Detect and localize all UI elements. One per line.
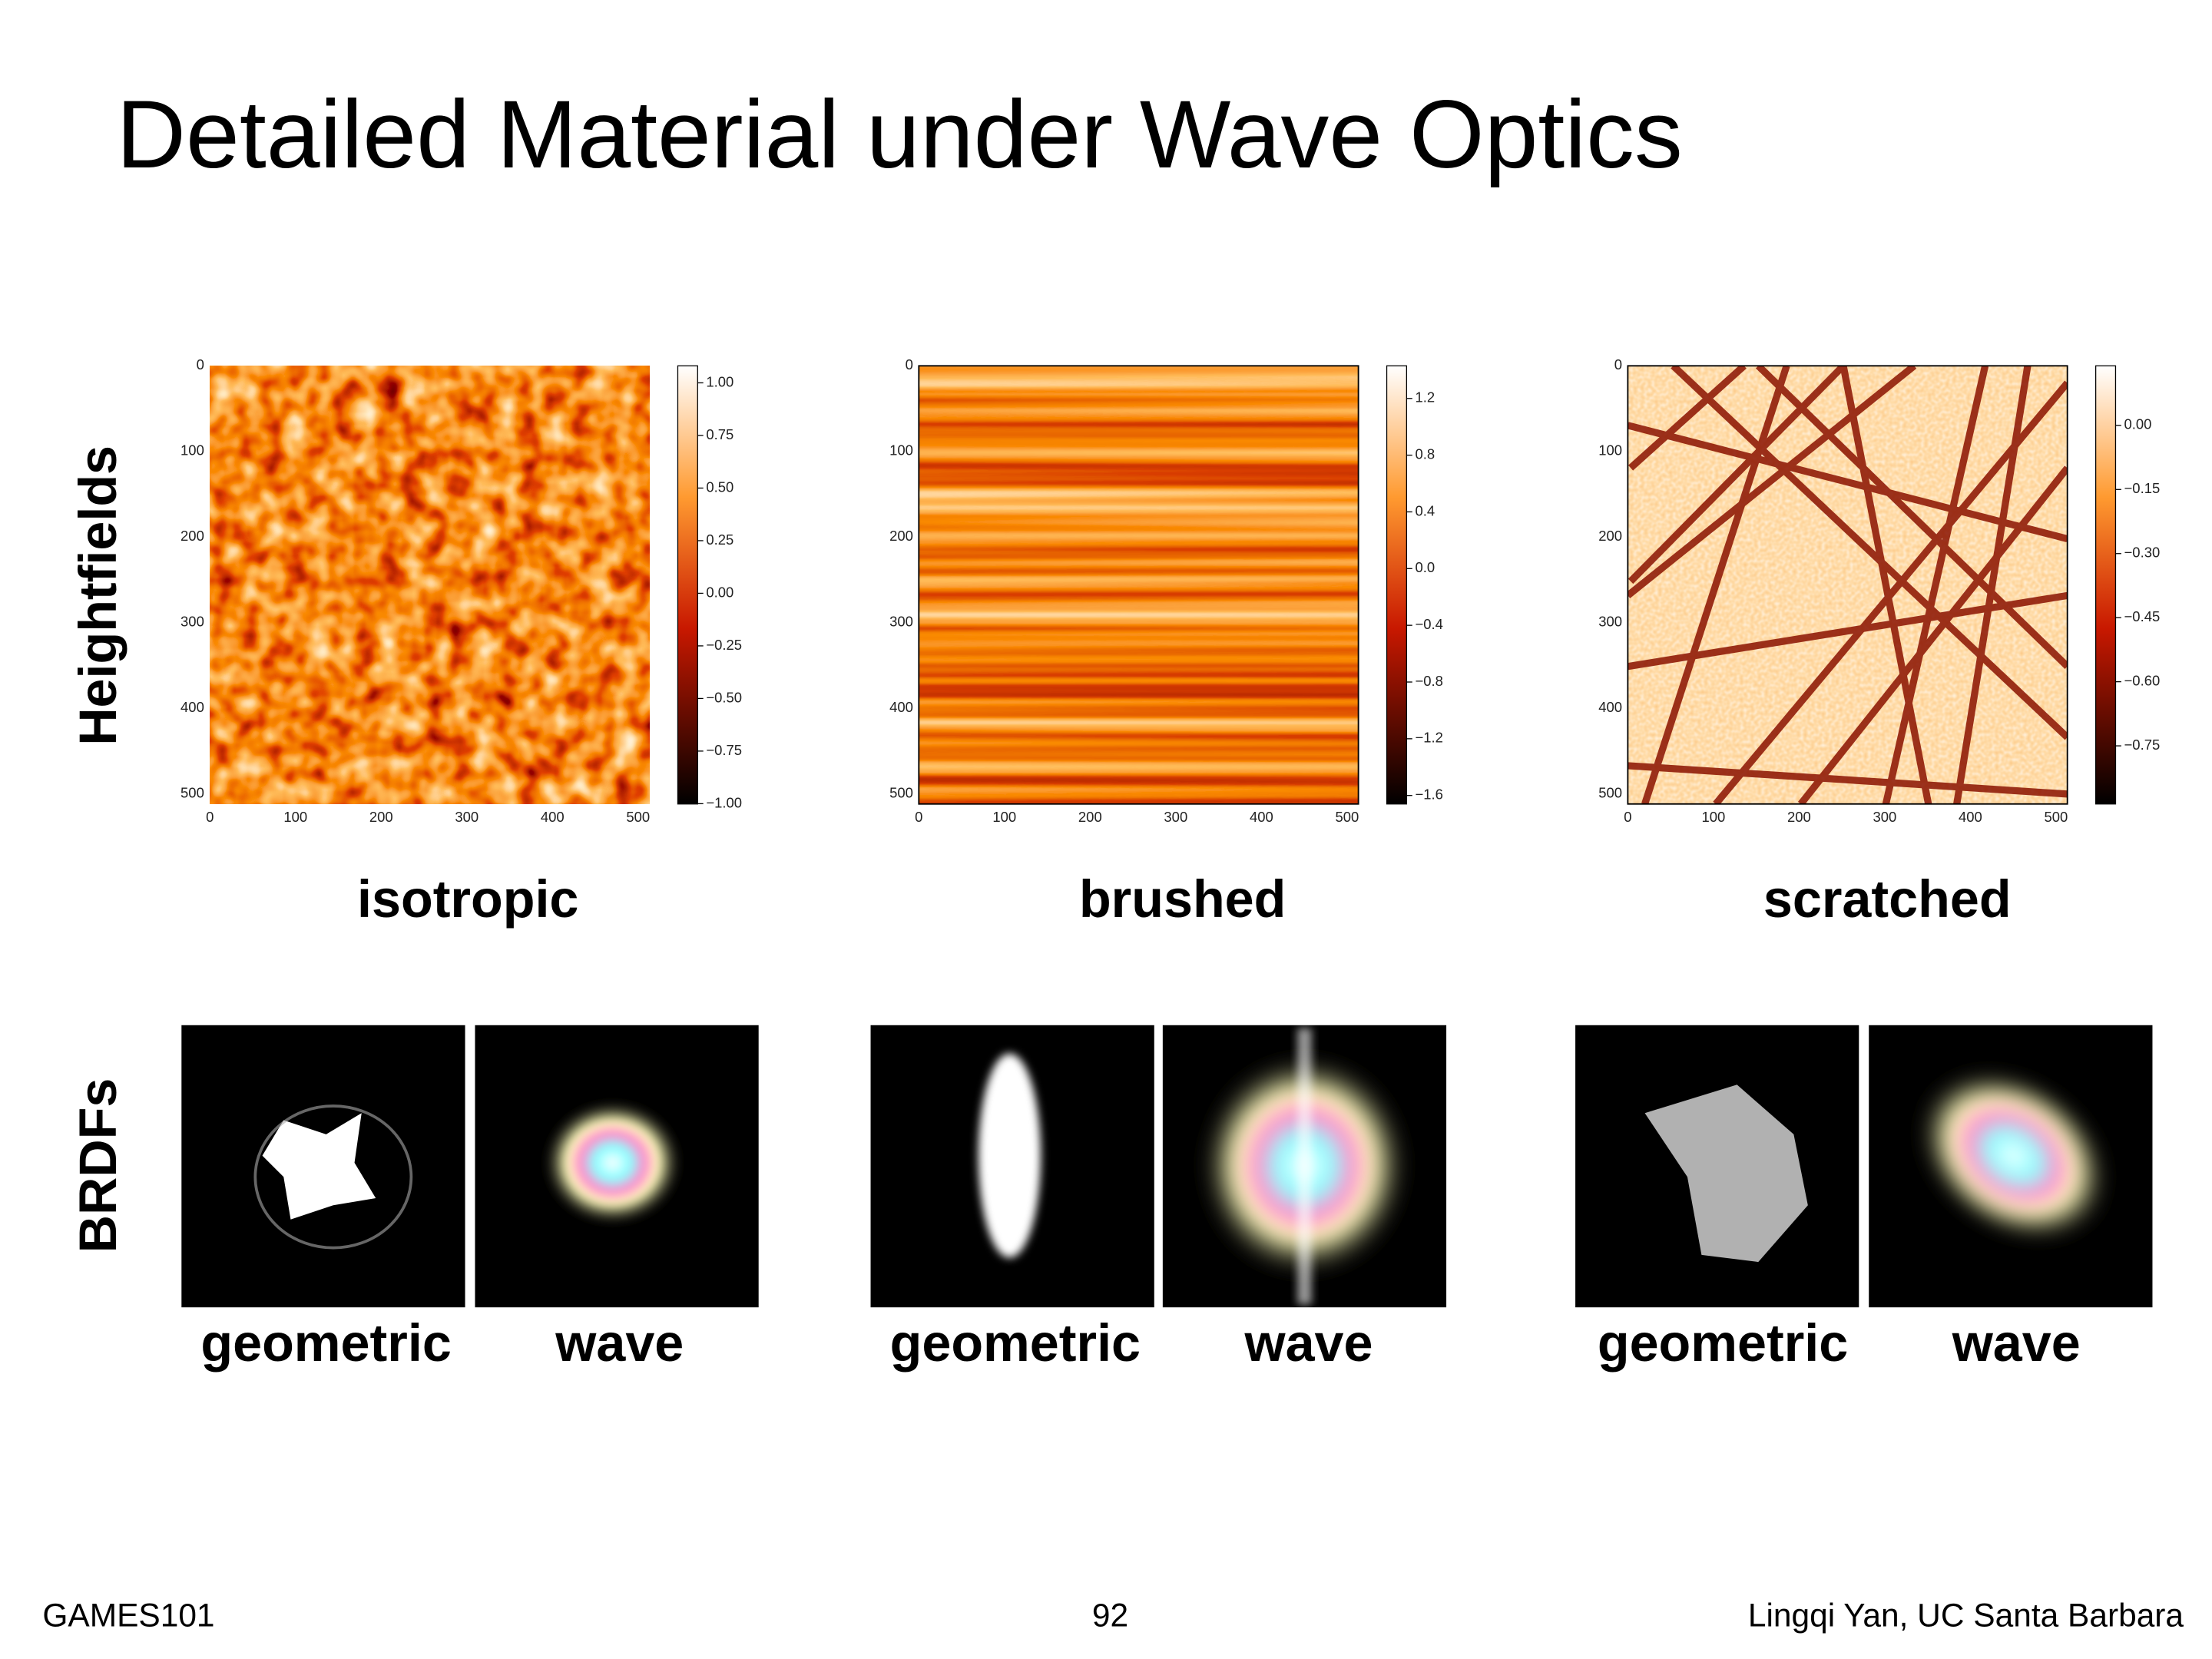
- colorbar: [2094, 365, 2117, 805]
- y-tick-label: 400: [1598, 699, 1622, 715]
- image-frame: [1627, 365, 2068, 805]
- colorbar-tick-label: −1.2: [1415, 730, 1442, 746]
- y-tick-label: 300: [180, 614, 204, 630]
- y-tick-label: 0: [1614, 356, 1622, 373]
- colorbar-tick-label: −0.60: [2124, 673, 2161, 689]
- x-tick-label: 400: [541, 809, 565, 825]
- colorbar-tick-label: −0.30: [2124, 545, 2161, 561]
- y-tick-label: 200: [180, 528, 204, 544]
- brdf-shape: [1297, 1028, 1312, 1305]
- colorbar-tick-label: 0.8: [1415, 445, 1435, 462]
- y-tick-label: 100: [889, 442, 913, 459]
- brdf-shape: [1644, 1084, 1808, 1263]
- x-tick-label: 0: [206, 809, 214, 825]
- y-tick-label: 200: [1598, 528, 1622, 544]
- x-tick-label: 500: [2045, 809, 2068, 825]
- colorbar: [677, 365, 698, 805]
- brdf-shape: [978, 1053, 1041, 1258]
- colorbar-tick-label: 0.50: [706, 478, 733, 495]
- y-tick-label: 300: [889, 614, 913, 630]
- x-tick-label: 0: [915, 809, 922, 825]
- caption: scratched: [1763, 870, 2012, 929]
- brdf-label: wave: [1243, 1314, 1373, 1373]
- x-tick-label: 400: [1959, 809, 1982, 825]
- heightfield-image: [919, 366, 1359, 804]
- y-tick-label: 500: [889, 785, 913, 801]
- colorbar-tick-label: −1.00: [706, 794, 742, 810]
- x-tick-label: 0: [1624, 809, 1631, 825]
- x-tick-label: 300: [455, 809, 478, 825]
- image-frame: [918, 365, 1359, 805]
- colorbar: [1386, 365, 1408, 805]
- colorbar-tick-label: −0.45: [2124, 608, 2161, 624]
- x-tick-label: 500: [626, 809, 650, 825]
- colorbar-tick-label: −1.6: [1415, 786, 1442, 803]
- y-tick-label: 400: [889, 699, 913, 715]
- footer-left: GAMES101: [42, 1598, 214, 1634]
- brdf-label: geometric: [890, 1314, 1141, 1373]
- y-tick-label: 0: [906, 356, 913, 373]
- colorbar-tick-label: −0.4: [1415, 616, 1442, 632]
- caption: brushed: [1079, 870, 1286, 929]
- x-tick-label: 100: [992, 809, 1016, 825]
- colorbar-tick-label: 0.25: [706, 531, 733, 548]
- brdf-label: wave: [555, 1314, 684, 1373]
- colorbar-tick-label: 0.0: [1415, 559, 1435, 575]
- y-tick-label: 300: [1598, 614, 1622, 630]
- heightfield-image: [209, 365, 651, 805]
- slide-title: Detailed Material under Wave Optics: [116, 80, 1682, 188]
- colorbar-tick-label: 0.4: [1415, 502, 1435, 518]
- colorbar-tick-label: 1.00: [706, 373, 733, 389]
- colorbar-tick-label: −0.25: [706, 637, 742, 653]
- brdf-shape: [541, 1098, 684, 1227]
- page-number: 92: [1092, 1598, 1128, 1634]
- x-tick-label: 200: [369, 809, 393, 825]
- heightfield-image: [1628, 366, 2068, 804]
- colorbar-tick-label: −0.15: [2124, 480, 2161, 496]
- y-tick-label: 200: [889, 528, 913, 544]
- footer-right: Lingqi Yan, UC Santa Barbara: [1748, 1598, 2184, 1634]
- caption: isotropic: [357, 870, 578, 929]
- scratches: [1628, 366, 2068, 804]
- y-tick-label: 400: [180, 699, 204, 715]
- y-tick-label: 100: [1598, 442, 1622, 459]
- brdf-shape: [1916, 1067, 2112, 1244]
- brdf-label: wave: [1952, 1314, 2081, 1373]
- brdf-label: geometric: [200, 1314, 451, 1373]
- y-tick-label: 500: [1598, 785, 1622, 801]
- brdf-shape: [253, 1104, 413, 1250]
- x-tick-label: 200: [1787, 809, 1811, 825]
- colorbar-tick-label: 1.2: [1415, 389, 1435, 406]
- colorbar-tick-label: −0.50: [706, 689, 742, 705]
- x-tick-label: 300: [1873, 809, 1897, 825]
- brdf-label: geometric: [1598, 1314, 1848, 1373]
- row-label: Heightfields: [69, 445, 127, 746]
- y-tick-label: 100: [180, 442, 204, 459]
- colorbar-tick-label: 0.00: [2124, 416, 2152, 432]
- x-tick-label: 100: [1701, 809, 1725, 825]
- x-tick-label: 200: [1078, 809, 1102, 825]
- y-tick-label: 0: [197, 356, 204, 373]
- x-tick-label: 500: [1335, 809, 1359, 825]
- row-label: BRDFs: [69, 1078, 127, 1253]
- y-tick-label: 500: [180, 785, 204, 801]
- x-tick-label: 400: [1250, 809, 1273, 825]
- colorbar-tick-label: −0.75: [706, 742, 742, 758]
- brdf-shape: [262, 1113, 376, 1220]
- colorbar-tick-label: 0.00: [706, 584, 733, 600]
- x-tick-label: 100: [283, 809, 307, 825]
- x-tick-label: 300: [1164, 809, 1187, 825]
- colorbar-tick-label: 0.75: [706, 426, 733, 442]
- colorbar-tick-label: −0.8: [1415, 673, 1442, 689]
- colorbar-tick-label: −0.75: [2124, 737, 2161, 753]
